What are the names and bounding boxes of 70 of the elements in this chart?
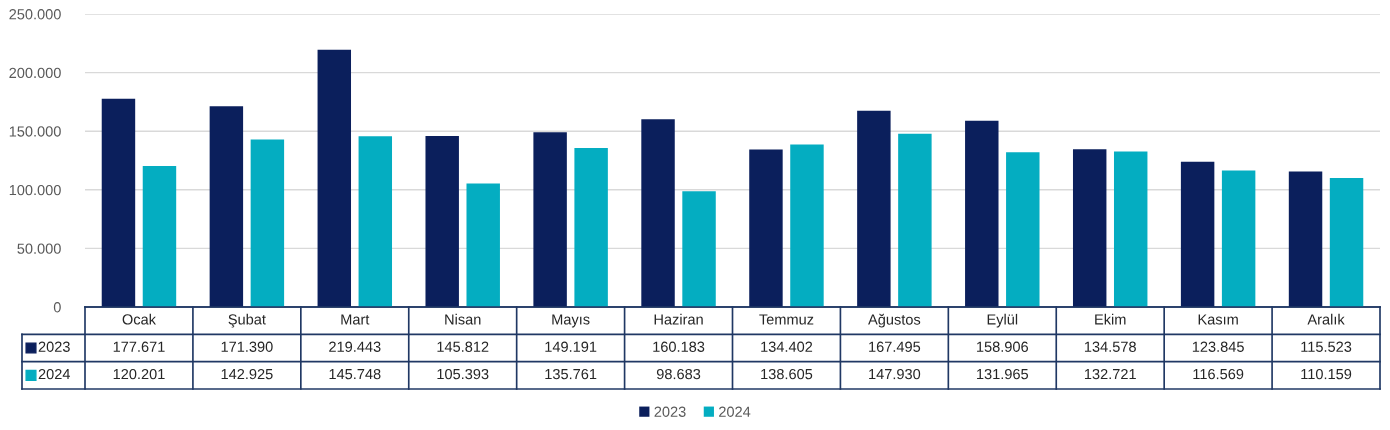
x-tick-label: Ekim [1095,313,1126,325]
x-tick-label: Ağustos [868,313,921,328]
data-label: 123.845 [1192,341,1244,352]
x-tick-label: Haziran [654,313,703,325]
y-tick-label: 200.000 [9,67,61,79]
data-label: 98.683 [656,368,701,380]
data-label: 135.761 [545,368,597,380]
bar [209,106,244,307]
data-label: 145.748 [329,368,381,380]
data-label: 158.906 [977,341,1029,352]
data-label: 120.201 [113,368,165,380]
x-tick-label: Temmuz [759,314,814,325]
bar [682,191,716,307]
data-label: 116.569 [1193,368,1244,380]
data-label: 132.721 [1084,368,1136,380]
bar [1113,151,1148,307]
bar [466,183,500,307]
data-label: 145.812 [437,341,489,352]
bar [898,133,932,307]
data-label: 142.925 [221,368,273,380]
legend-label: 2024 [38,368,71,380]
bar [574,147,608,307]
x-tick-label: Nisan [445,313,481,325]
bar [1072,149,1107,307]
y-tick-label: 0 [53,302,61,313]
bar [358,136,393,307]
bar [317,49,352,307]
bar [965,120,999,307]
x-tick-label: Aralık [1307,313,1345,325]
data-label: 105.393 [437,368,489,380]
bar [641,119,675,307]
x-tick-label: Mayıs [552,314,590,328]
data-label: 131.965 [977,368,1029,380]
x-tick-label: Şubat [228,313,266,328]
bar [101,98,136,307]
bar [857,110,891,307]
bar [250,139,285,307]
legend-label: 2023 [38,341,70,352]
text: 2024 [719,406,751,417]
y-tick-label: 100.000 [9,184,61,196]
bar [1180,161,1215,307]
bar [790,144,824,307]
x-tick-label: Kasım [1198,314,1238,325]
x-tick-label: Mart [341,314,370,325]
data-label: 167.495 [869,341,921,352]
data-label: 177.671 [113,341,165,352]
bar [1221,170,1256,307]
bar [1006,152,1040,307]
bar [533,132,567,307]
data-label: 115.523 [1301,341,1352,352]
bar [749,149,783,307]
data-label: 149.191 [545,341,597,352]
y-tick-label: 50.000 [17,243,61,254]
data-label: 171.390 [221,341,273,352]
x-tick-label: Eylül [987,313,1018,328]
data-label: 147.930 [869,368,921,380]
bar [425,136,459,307]
data-label: 219.443 [329,341,381,352]
bar [1288,171,1323,307]
data-label: 138.605 [761,368,813,380]
bar [1329,177,1364,307]
data-label: 110.159 [1301,368,1352,380]
data-label: 134.578 [1084,341,1136,352]
data-label: 160.183 [653,341,705,352]
x-tick-label: Ocak [122,313,156,325]
y-tick-label: 250.000 [9,9,61,20]
y-tick-label: 150.000 [9,126,61,137]
text: 2023 [654,406,686,417]
bar [142,166,177,307]
data-label: 134.402 [761,341,813,352]
